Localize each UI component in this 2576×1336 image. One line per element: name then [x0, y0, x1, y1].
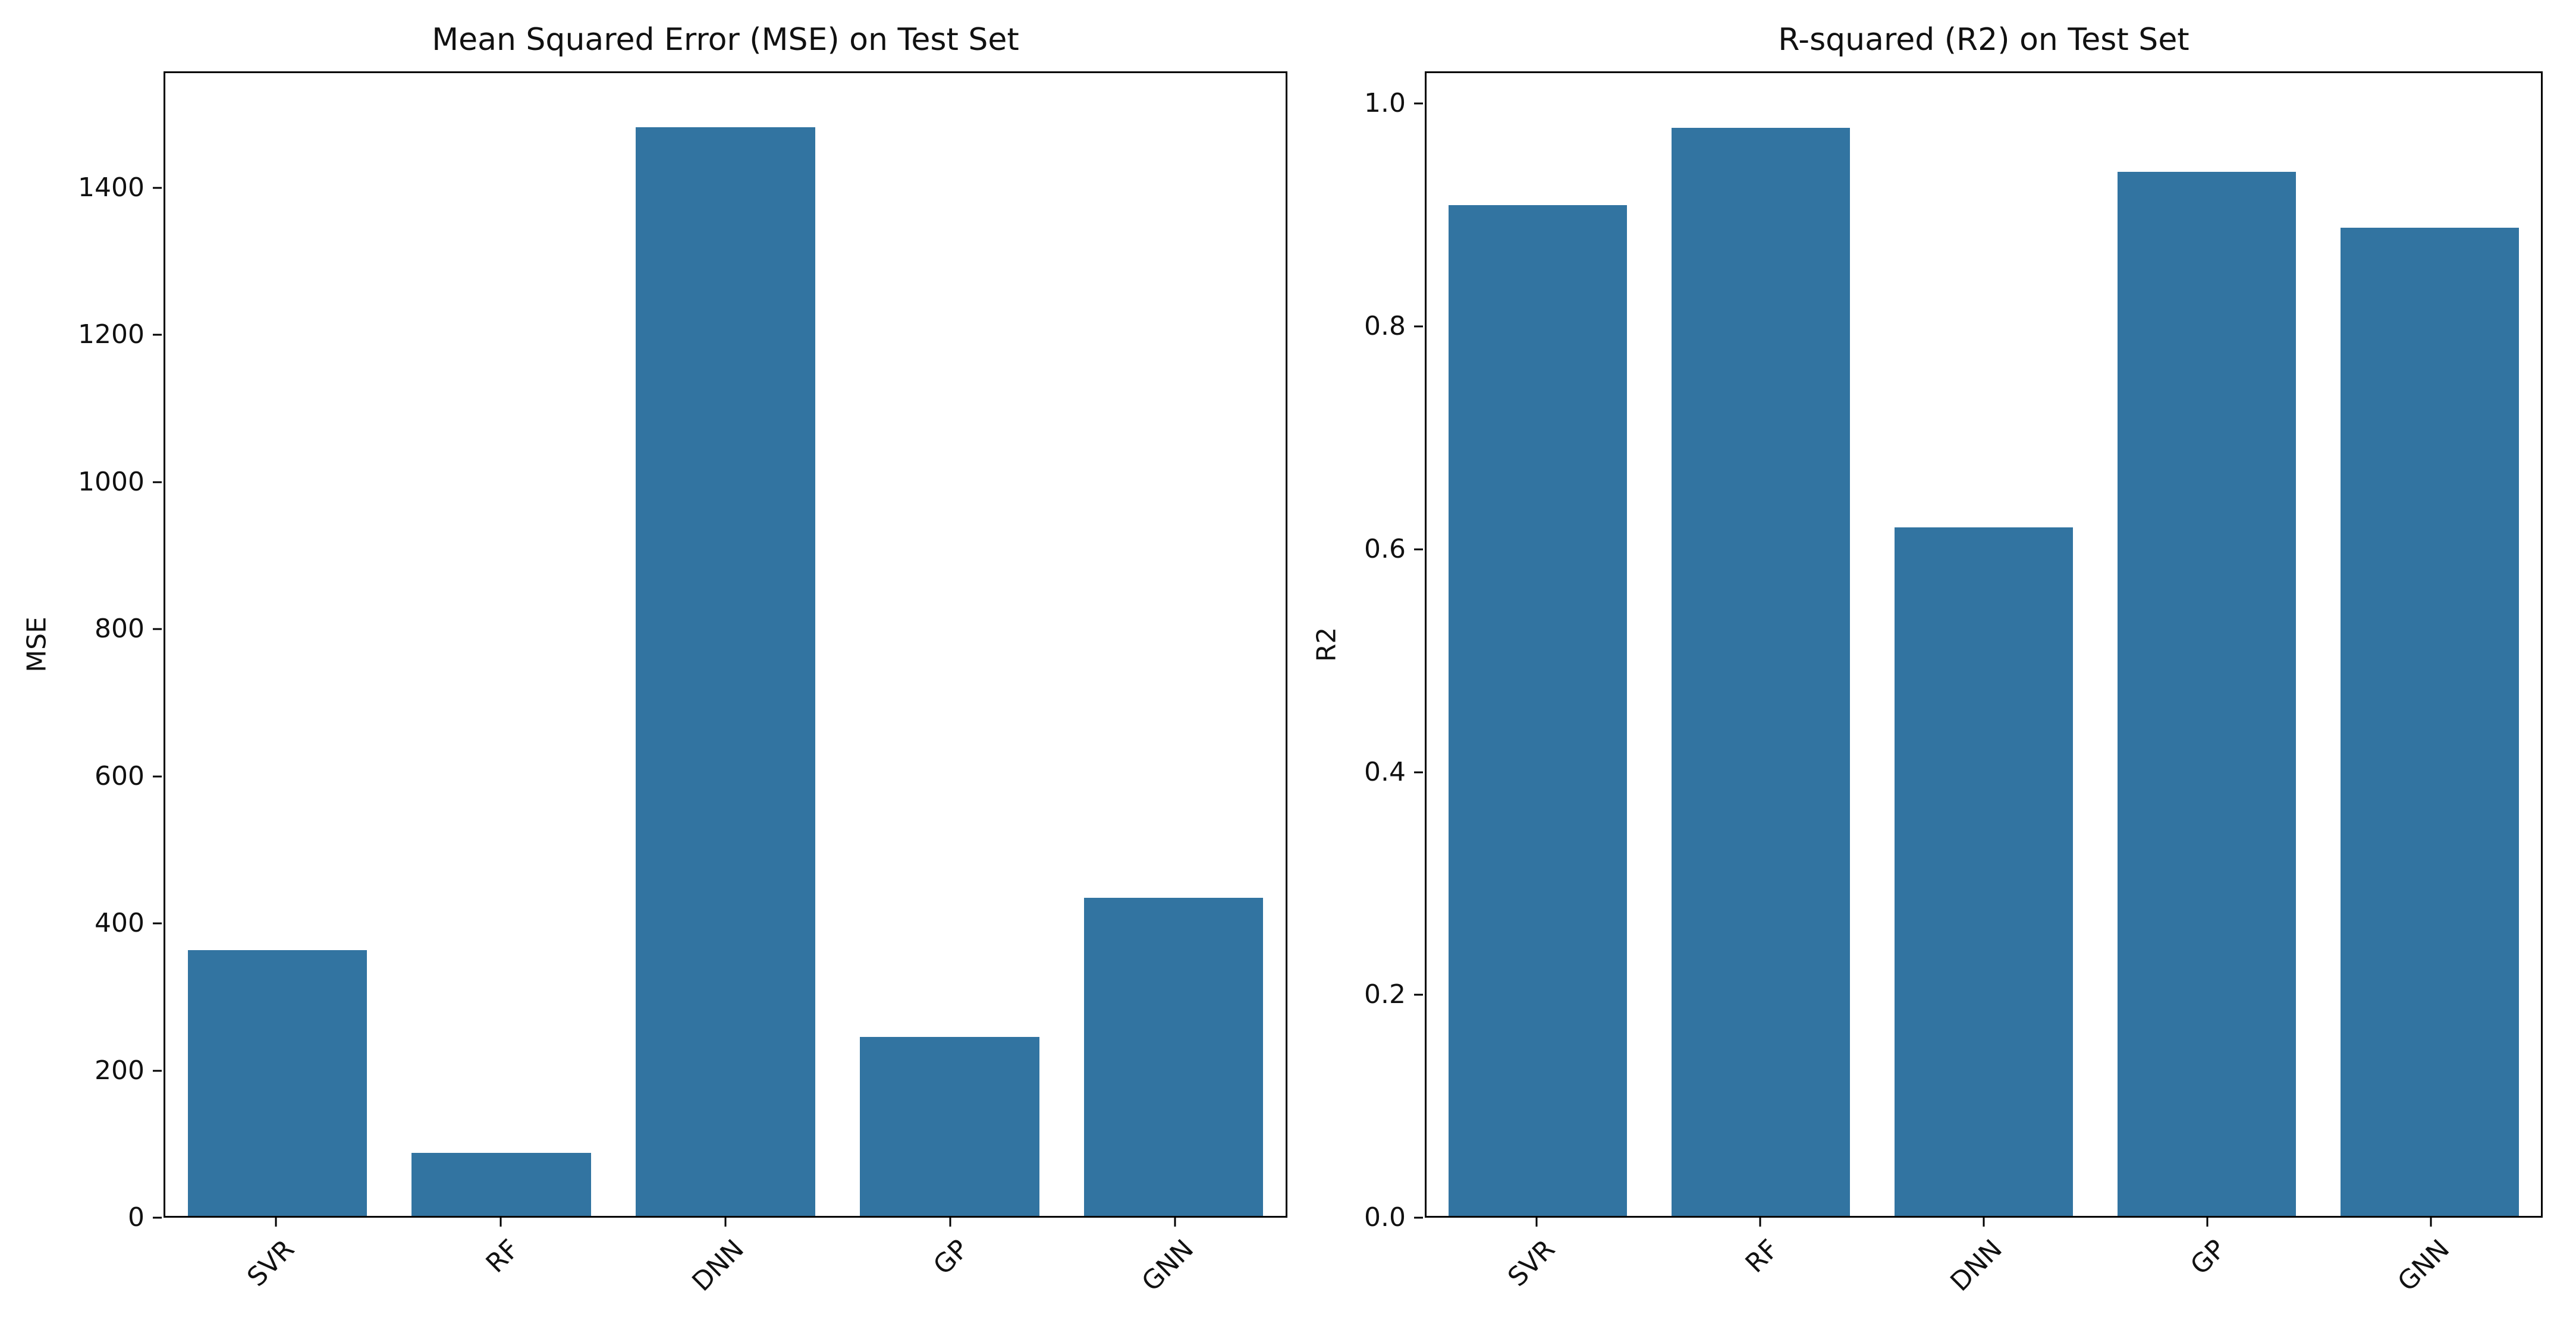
bar-slot	[837, 73, 1061, 1216]
bar-gnn	[2340, 227, 2519, 1216]
bar-slot	[1873, 73, 2096, 1216]
x-tick-label-gp: GP	[2185, 1234, 2232, 1281]
x-tick-label-svr: SVR	[241, 1234, 301, 1293]
x-tick-label-dnn: DNN	[686, 1234, 750, 1297]
axes-r2: R-squared (R2) on Test Set R2 0.0 0.2 0.4 0…	[1312, 22, 2543, 1297]
x-tick-label-svr: SVR	[1502, 1234, 1562, 1293]
x-tick-mark	[949, 1218, 951, 1227]
y-tick-mark	[1414, 325, 1423, 328]
y-tick-mark	[153, 628, 162, 630]
x-tick-label-gp: GP	[928, 1234, 975, 1281]
chart-title-r2: R-squared (R2) on Test Set	[1778, 22, 2189, 58]
y-tick-mark	[1414, 771, 1423, 774]
y-tick-label: 0.2	[1364, 979, 1406, 1010]
y-tick-mark	[153, 1070, 162, 1071]
y-tick-label: 1000	[78, 466, 144, 497]
y-tick-label: 800	[95, 614, 144, 644]
y-tick-mark	[1414, 1216, 1423, 1219]
y-tick-label: 0.8	[1364, 311, 1406, 342]
y-tick-mark	[153, 1216, 162, 1219]
y-tick-mark	[1414, 994, 1423, 996]
bar-gp	[2117, 172, 2296, 1216]
x-tick-label-rf: RF	[480, 1234, 526, 1279]
y-tick-label: 0.0	[1364, 1202, 1406, 1233]
y-tick-mark	[1414, 548, 1423, 551]
y-tick-mark	[153, 922, 162, 925]
x-tick-mark	[1535, 1218, 1538, 1227]
y-tick-label: 1.0	[1364, 88, 1406, 119]
bar-gnn	[1083, 897, 1264, 1216]
x-tick-label-gnn: GNN	[1136, 1234, 1200, 1297]
y-tick-label: 1400	[78, 172, 144, 203]
axes-mse: Mean Squared Error (MSE) on Test Set MSE…	[22, 22, 1287, 1297]
bar-gp	[860, 1037, 1039, 1216]
bar-slot	[2318, 73, 2541, 1216]
y-tick-label: 0.6	[1364, 533, 1406, 564]
x-tick-mark	[1983, 1218, 1985, 1227]
y-tick-mark	[153, 775, 162, 777]
bar-dnn	[1895, 527, 2073, 1216]
y-tick-mark	[1414, 102, 1423, 105]
x-tick-mark	[500, 1218, 502, 1227]
bars	[165, 73, 1286, 1216]
y-tick-mark	[153, 187, 162, 189]
y-tick-label: 400	[95, 908, 144, 938]
y-tick-mark	[153, 481, 162, 483]
x-tick-mark	[1174, 1218, 1176, 1227]
x-tick-mark	[275, 1218, 277, 1227]
y-axis-label-r2: R2	[1311, 627, 1342, 662]
x-tick-label-gnn: GNN	[2392, 1234, 2456, 1297]
bar-rf	[411, 1152, 591, 1216]
y-tick-label: 600	[95, 760, 144, 791]
bar-slot	[614, 73, 838, 1216]
y-tick-label: 1200	[78, 319, 144, 350]
bar-dnn	[636, 127, 815, 1216]
bar-svr	[1449, 205, 1628, 1216]
bar-rf	[1672, 127, 1851, 1216]
bars	[1427, 73, 2541, 1216]
bar-slot	[1061, 73, 1286, 1216]
y-tick-label: 200	[95, 1055, 144, 1086]
x-tick-mark	[724, 1218, 727, 1227]
x-tick-mark	[2206, 1218, 2209, 1227]
x-tick-mark	[2430, 1218, 2432, 1227]
bar-svr	[187, 950, 367, 1216]
x-tick-label-dnn: DNN	[1944, 1234, 2009, 1297]
bar-slot	[2095, 73, 2318, 1216]
y-axis-label-mse: MSE	[21, 617, 52, 672]
chart-title-mse: Mean Squared Error (MSE) on Test Set	[432, 22, 1019, 58]
y-tick-label: 0.4	[1364, 756, 1406, 787]
x-tick-label-rf: RF	[1739, 1234, 1785, 1279]
x-tick-mark	[1759, 1218, 1761, 1227]
bar-slot	[389, 73, 614, 1216]
bar-slot	[165, 73, 389, 1216]
y-tick-mark	[153, 334, 162, 336]
bar-slot	[1650, 73, 1873, 1216]
bar-slot	[1427, 73, 1650, 1216]
y-tick-label: 0	[128, 1202, 144, 1233]
